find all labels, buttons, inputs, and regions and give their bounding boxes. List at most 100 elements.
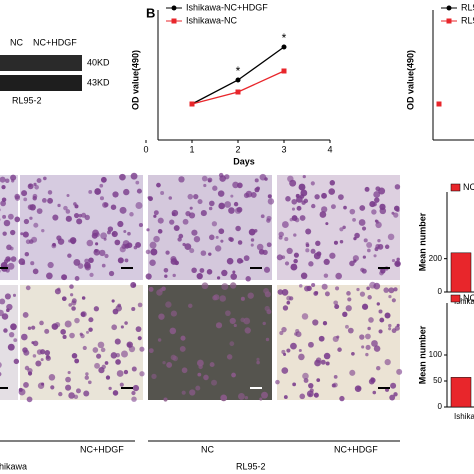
cell: [208, 234, 215, 241]
cell: [84, 375, 89, 380]
cell: [100, 176, 107, 183]
cell: [220, 394, 228, 402]
cell: [173, 225, 180, 232]
cell: [311, 282, 316, 288]
cell: [330, 204, 336, 210]
x-tick-label: 3: [281, 144, 286, 154]
cell: [112, 308, 119, 315]
cell: [361, 345, 365, 349]
cell: [321, 192, 327, 199]
cell: [298, 348, 302, 352]
cell: [373, 254, 377, 258]
cell: [366, 286, 370, 291]
cell: [286, 348, 291, 353]
column-label: NC+HDGF: [80, 444, 124, 454]
cell: [80, 311, 87, 318]
cell: [301, 313, 309, 320]
cell: [69, 332, 75, 339]
cell: [211, 379, 218, 386]
cell: [127, 342, 132, 348]
cell: [10, 174, 17, 181]
cell: [220, 239, 224, 243]
cell: [212, 295, 218, 301]
cell: [43, 176, 47, 181]
cell: [185, 210, 191, 217]
column-label: NC+HDGF: [334, 444, 378, 454]
cell: [303, 378, 309, 383]
y-tick-label: 200: [429, 254, 443, 263]
cell: [45, 354, 50, 359]
cell: [369, 281, 377, 289]
cell: [135, 241, 142, 248]
cell: [378, 309, 383, 314]
cell: [391, 298, 396, 303]
cell: [359, 291, 366, 297]
cell: [342, 311, 348, 317]
cell: [28, 183, 32, 188]
cell: [191, 267, 197, 274]
cell: [308, 261, 314, 267]
point: [235, 89, 241, 95]
cell: [237, 240, 243, 245]
cell: [191, 229, 198, 236]
cell: [325, 222, 329, 226]
cell: [88, 380, 92, 385]
cell: [281, 349, 286, 354]
cell: [119, 246, 126, 253]
cell: [52, 242, 56, 247]
cell: [157, 229, 163, 234]
cell: [178, 176, 185, 183]
legend-marker: [171, 18, 177, 24]
cell: [30, 261, 35, 266]
cell: [335, 286, 340, 291]
cell: [316, 378, 321, 382]
cell: [179, 345, 186, 352]
cell: [123, 229, 127, 233]
cell: [67, 370, 71, 375]
cell: [162, 360, 166, 365]
cell: [10, 323, 17, 331]
cell: [231, 372, 236, 378]
cell: [372, 390, 377, 395]
cell: [189, 389, 196, 396]
cell: [379, 203, 386, 211]
cell: [218, 228, 225, 235]
cell: [148, 348, 154, 354]
point: [281, 68, 287, 74]
cell: [107, 226, 114, 232]
cell: [293, 252, 299, 258]
cell: [286, 300, 291, 305]
y-tick-label: 100: [429, 350, 443, 359]
cell: [14, 193, 21, 200]
cell: [361, 303, 369, 310]
cell: [76, 218, 83, 225]
cell: [225, 310, 231, 317]
cell: [264, 177, 268, 181]
cell: [178, 233, 184, 239]
cell: [153, 235, 160, 243]
cell: [230, 194, 234, 198]
cell: [286, 247, 293, 255]
cell: [108, 386, 112, 391]
cell: [88, 327, 93, 332]
cell: [104, 253, 109, 259]
cell: [298, 353, 305, 361]
cell: [235, 225, 241, 232]
cell: [347, 327, 354, 334]
cell: [209, 362, 215, 368]
cell: [374, 219, 378, 223]
cell: [396, 323, 400, 327]
cell: [393, 212, 399, 218]
cell: [397, 262, 401, 266]
cell: [32, 340, 39, 347]
cell: [149, 259, 156, 266]
cell: [1, 185, 6, 190]
cell: [69, 284, 74, 289]
x-tick-label: 1: [189, 144, 194, 154]
cell: [10, 256, 17, 262]
cell: [18, 258, 26, 265]
cell: [31, 236, 38, 243]
cell: [369, 200, 376, 208]
cell: [310, 181, 315, 186]
